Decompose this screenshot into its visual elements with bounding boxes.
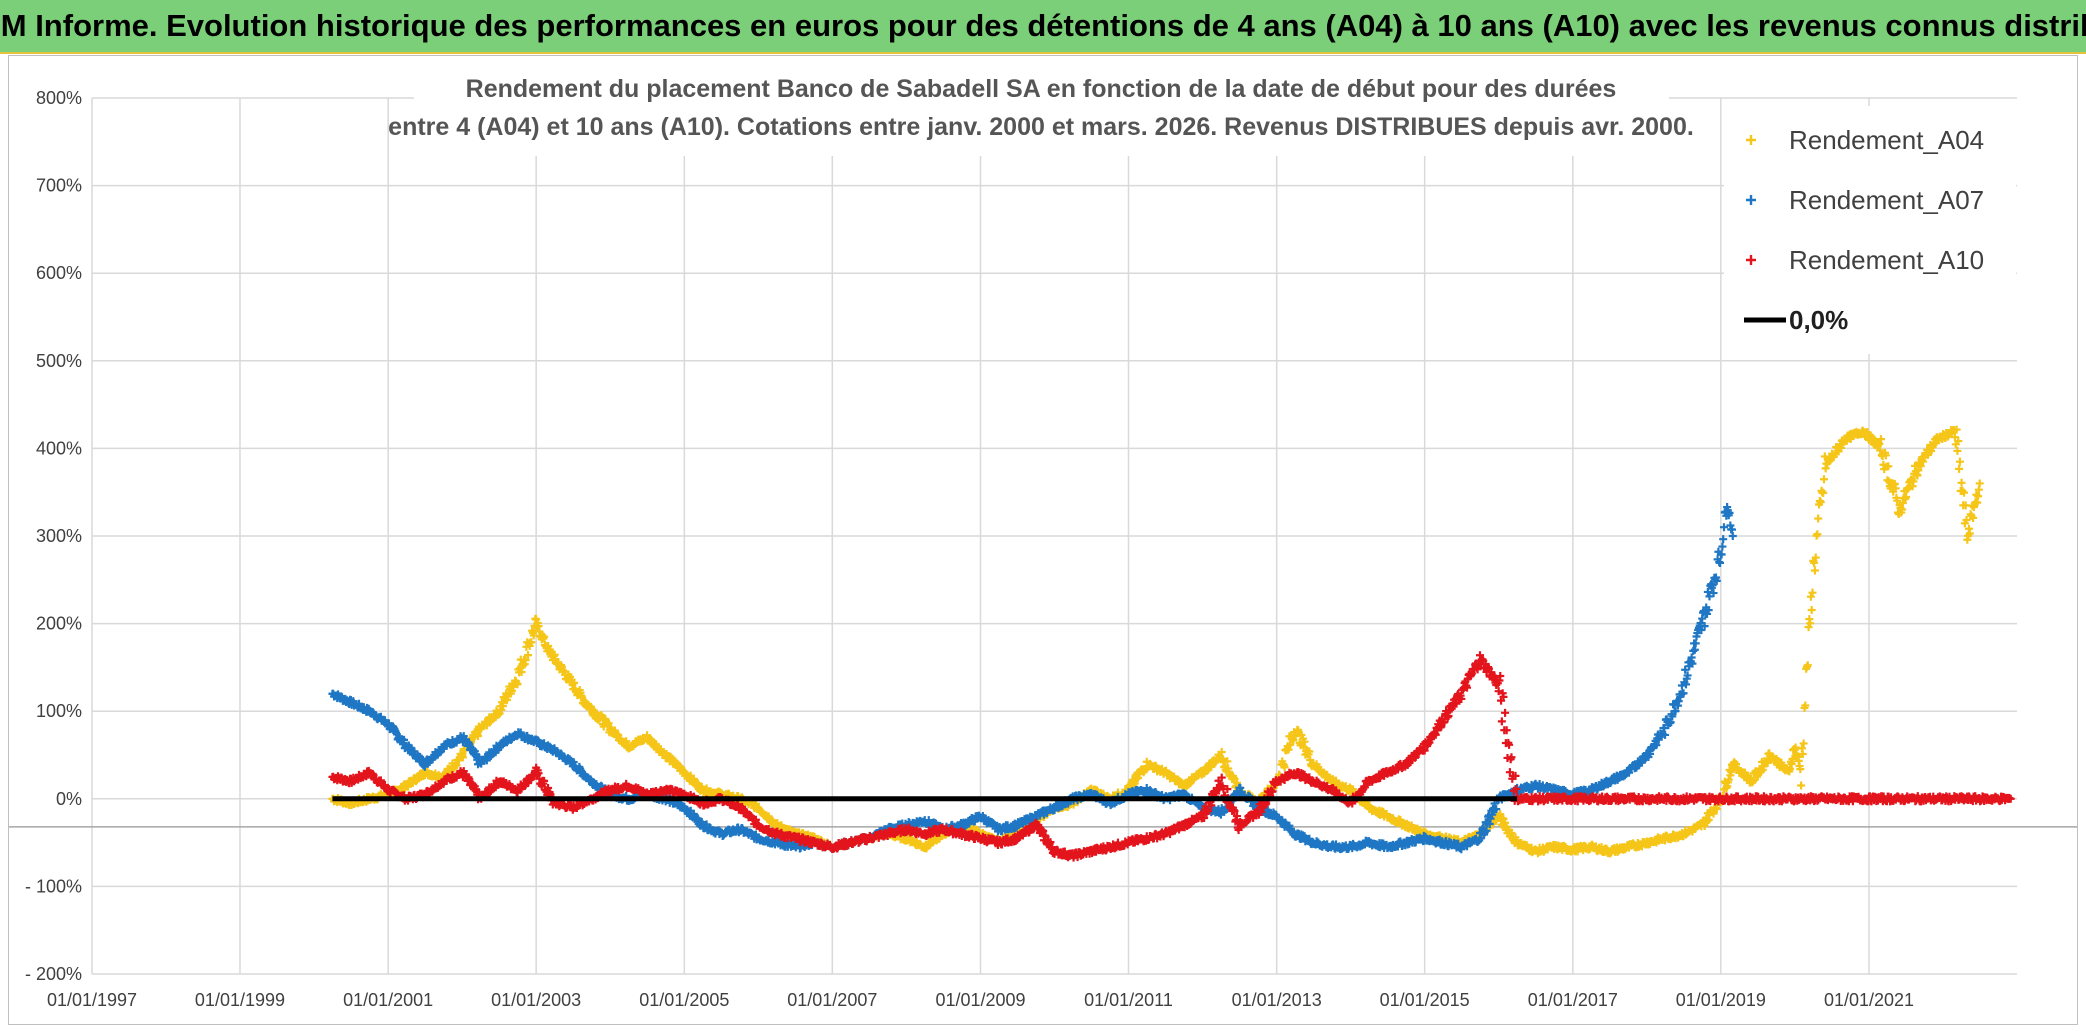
data-point [1807,605,1816,614]
y-tick-label: 100% [36,701,82,721]
report-banner-title: ADAM Informe. Evolution historique des p… [0,0,2086,54]
data-point [1280,763,1289,772]
data-point [474,732,483,741]
y-tick-label: 400% [36,438,82,458]
x-tick-label: 01/01/2009 [935,990,1025,1010]
data-point [1814,514,1823,523]
data-point [524,651,533,660]
x-tick-label: 01/01/2015 [1380,990,1470,1010]
y-tick-label: 0% [56,789,82,809]
y-tick-label: - 100% [25,876,82,896]
data-point [1975,479,1984,488]
series-Rendement_A10 [328,651,2015,862]
x-tick-label: 01/01/1997 [47,990,137,1010]
y-tick-label: 500% [36,351,82,371]
data-point [1501,818,1510,827]
data-point [1284,745,1293,754]
data-point [498,701,507,710]
data-point [1217,748,1226,757]
data-point [458,753,467,762]
data-point [1806,592,1815,601]
y-tick-label: 200% [36,614,82,634]
data-point [521,656,530,665]
chart-title-line: entre 4 (A04) et 10 ans (A10). Cotations… [388,113,1694,141]
x-tick-label: 01/01/2013 [1232,990,1322,1010]
y-tick-label: - 200% [25,964,82,984]
data-point [1728,532,1737,540]
data-point [1797,781,1806,790]
x-tick-label: 01/01/2003 [491,990,581,1010]
data-point [1955,457,1964,466]
data-point [513,680,522,689]
x-tick-label: 01/01/2001 [343,990,433,1010]
title-box [414,56,1669,156]
data-point [1223,757,1232,766]
data-point [1232,778,1241,787]
data-point [1718,542,1727,551]
data-point [1300,737,1309,746]
y-tick-label: 600% [36,263,82,283]
data-point [540,632,549,641]
data-point [517,668,526,677]
x-tick-label: 01/01/2017 [1528,990,1618,1010]
data-point [1813,530,1822,539]
data-point [1955,464,1964,473]
data-point [1819,475,1828,484]
data-point [1289,736,1298,745]
data-point [1799,739,1808,748]
chart-title-line: Rendement du placement Banco de Sabadell… [466,75,1617,103]
data-point [604,719,613,728]
data-point [1957,478,1966,487]
y-tick-label: 300% [36,526,82,546]
x-tick-label: 01/01/2021 [1824,990,1914,1010]
x-tick-label: 01/01/2019 [1676,990,1766,1010]
x-tick-label: 01/01/2005 [639,990,729,1010]
data-point [1305,747,1314,756]
y-tick-label: 700% [36,176,82,196]
chart-frame: - 200% - 100% 0% 100% 200% 300% 400% 500% 600% 70… [8,55,2078,1025]
data-point [1691,639,1700,648]
x-tick-label: 01/01/2011 [1084,990,1173,1010]
data-point [1808,588,1817,597]
y-tick-label: 800% [36,88,82,108]
gridlines [91,97,2017,975]
x-tick-label: 01/01/1999 [195,990,285,1010]
data-point [1286,740,1295,749]
data-point [1130,779,1139,788]
x-tick-label: 01/01/2007 [787,990,877,1010]
data-point [527,638,536,647]
chart-svg: - 200% - 100% 0% 100% 200% 300% 400% 500% 600% 70… [9,56,2077,1010]
data-point [1810,566,1819,575]
